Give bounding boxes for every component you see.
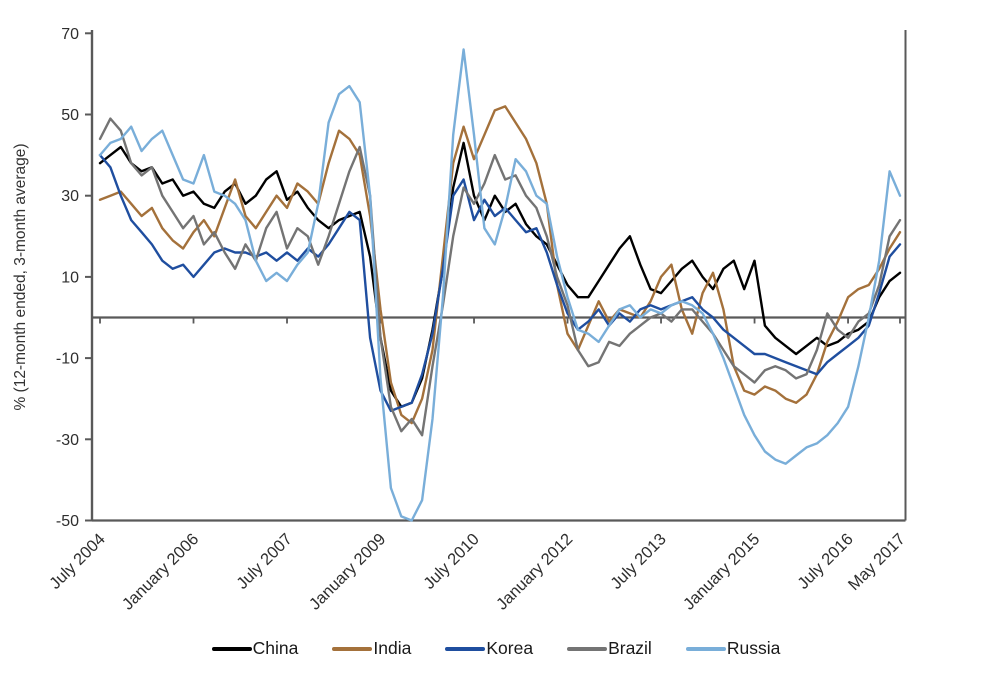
series-line-korea (98, 153, 902, 413)
legend-label-brazil: Brazil (608, 638, 652, 658)
y-tick-label-4: -10 (56, 351, 79, 368)
y-tick-label-1: 50 (61, 107, 79, 124)
x-tick-label-9: May 2017 (845, 530, 909, 594)
x-tick-label-6: July 2013 (607, 530, 670, 593)
x-tick-label-2: July 2007 (233, 530, 296, 593)
series-line-brazil (98, 117, 902, 437)
legend-swatch-brazil (567, 646, 608, 651)
x-tick-label-7: January 2015 (680, 530, 763, 613)
series-line-russia (98, 48, 902, 522)
chart-legend: China India Korea Brazil Russia (0, 638, 992, 659)
legend-label-india: India (373, 638, 412, 658)
legend-item-brazil: Brazil (567, 638, 652, 659)
legend-swatch-russia (685, 646, 726, 651)
legend-swatch-india (332, 646, 373, 651)
x-tick-label-4: July 2010 (420, 530, 483, 593)
legend-label-russia: Russia (726, 638, 781, 658)
legend-swatch-china (211, 646, 252, 651)
legend-item-korea: Korea (445, 638, 533, 659)
x-tick-label-5: January 2012 (493, 530, 576, 613)
x-tick-label-1: January 2006 (119, 530, 202, 613)
y-tick-label-6: -50 (56, 513, 79, 530)
y-tick-label-0: 70 (61, 26, 79, 43)
legend-item-india: India (332, 638, 411, 659)
x-tick-label-3: January 2009 (306, 530, 389, 613)
y-tick-label-5: -30 (56, 432, 79, 449)
x-tick-label-0: July 2004 (46, 530, 109, 593)
legend-label-china: China (252, 638, 299, 658)
series-line-india (98, 105, 902, 425)
legend-item-russia: Russia (685, 638, 781, 659)
legend-item-china: China (211, 638, 299, 659)
y-tick-label-3: 10 (61, 269, 79, 286)
legend-label-korea: Korea (486, 638, 534, 658)
legend-swatch-korea (445, 646, 486, 651)
y-axis-title: % (12-month ended, 3-month average) (12, 143, 29, 411)
y-tick-label-2: 30 (61, 188, 79, 205)
